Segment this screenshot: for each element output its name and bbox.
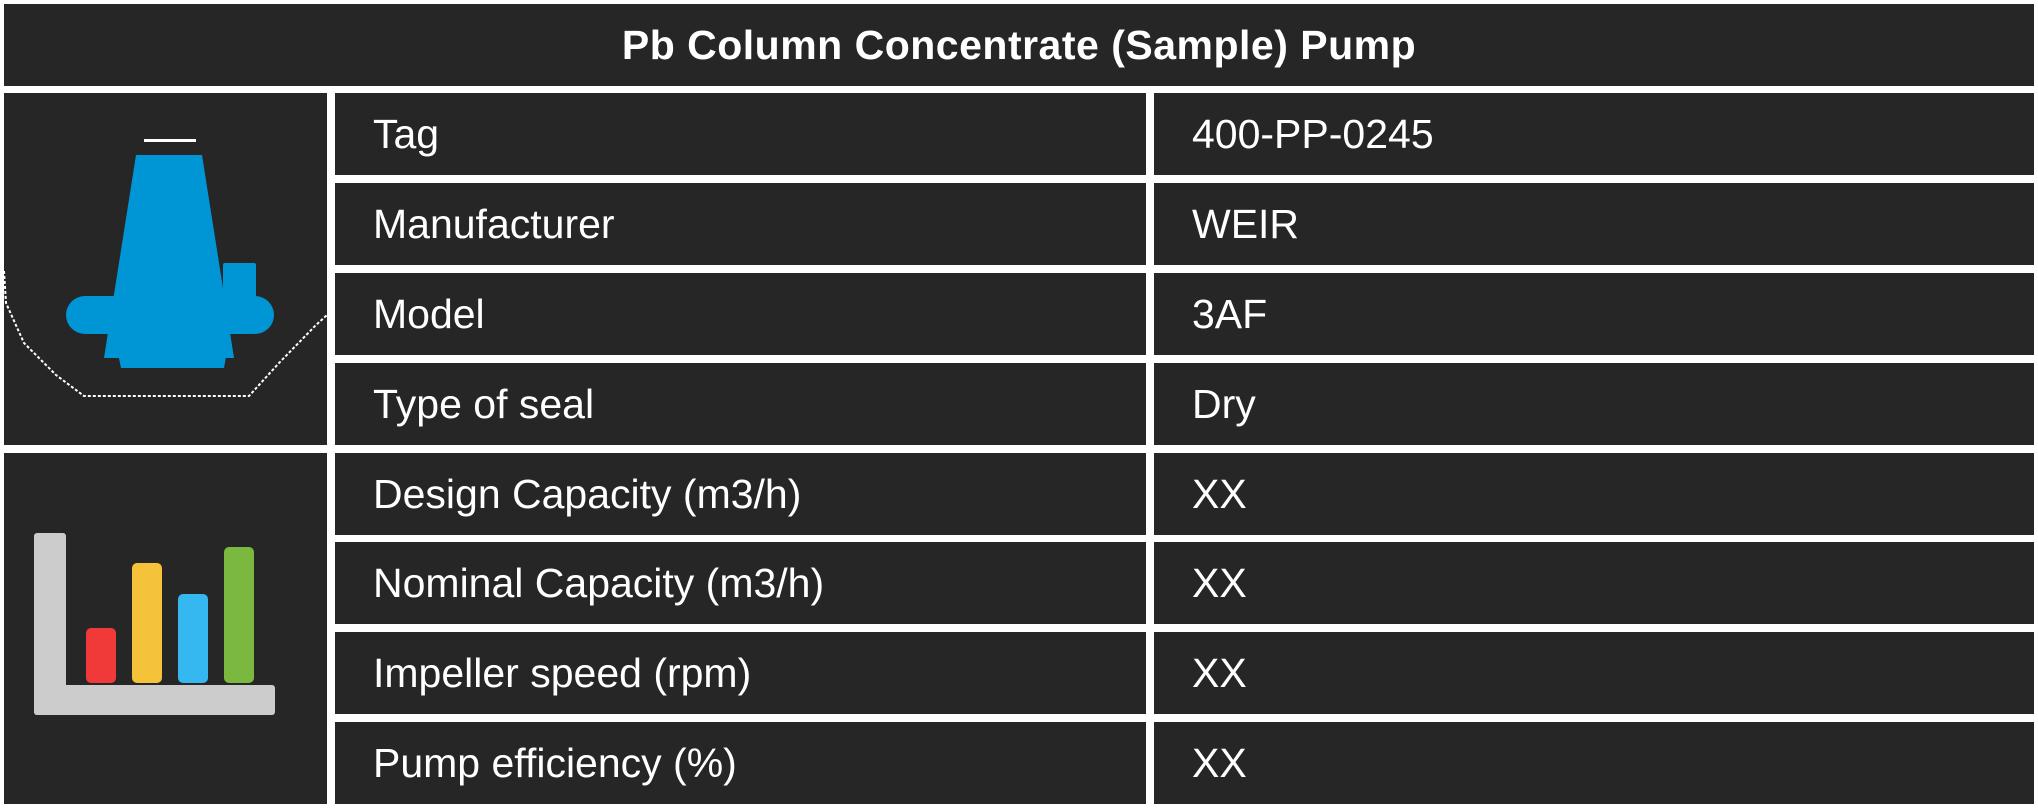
- row-label-impeller-speed: Impeller speed (rpm): [335, 632, 1146, 714]
- pump-icon-cell: [4, 93, 327, 445]
- row-label-design-capacity: Design Capacity (m3/h): [335, 453, 1146, 535]
- row-label-pump-efficiency: Pump efficiency (%): [335, 722, 1146, 804]
- row-value-type-of-seal: Dry: [1154, 363, 2034, 445]
- row-label-manufacturer: Manufacturer: [335, 183, 1146, 265]
- row-label-nominal-capacity: Nominal Capacity (m3/h): [335, 542, 1146, 624]
- bar-chart-icon: [34, 533, 275, 715]
- row-label-tag: Tag: [335, 93, 1146, 175]
- row-value-model: 3AF: [1154, 273, 2034, 355]
- bar-chart-icon-cell: [4, 453, 327, 804]
- row-value-manufacturer: WEIR: [1154, 183, 2034, 265]
- row-value-tag: 400-PP-0245: [1154, 93, 2034, 175]
- row-value-impeller-speed: XX: [1154, 632, 2034, 714]
- row-label-model: Model: [335, 273, 1146, 355]
- row-value-pump-efficiency: XX: [1154, 722, 2034, 804]
- page-title: Pb Column Concentrate (Sample) Pump: [4, 4, 2034, 86]
- row-value-design-capacity: XX: [1154, 453, 2034, 535]
- row-value-nominal-capacity: XX: [1154, 542, 2034, 624]
- pump-icon: [4, 139, 327, 397]
- row-label-type-of-seal: Type of seal: [335, 363, 1146, 445]
